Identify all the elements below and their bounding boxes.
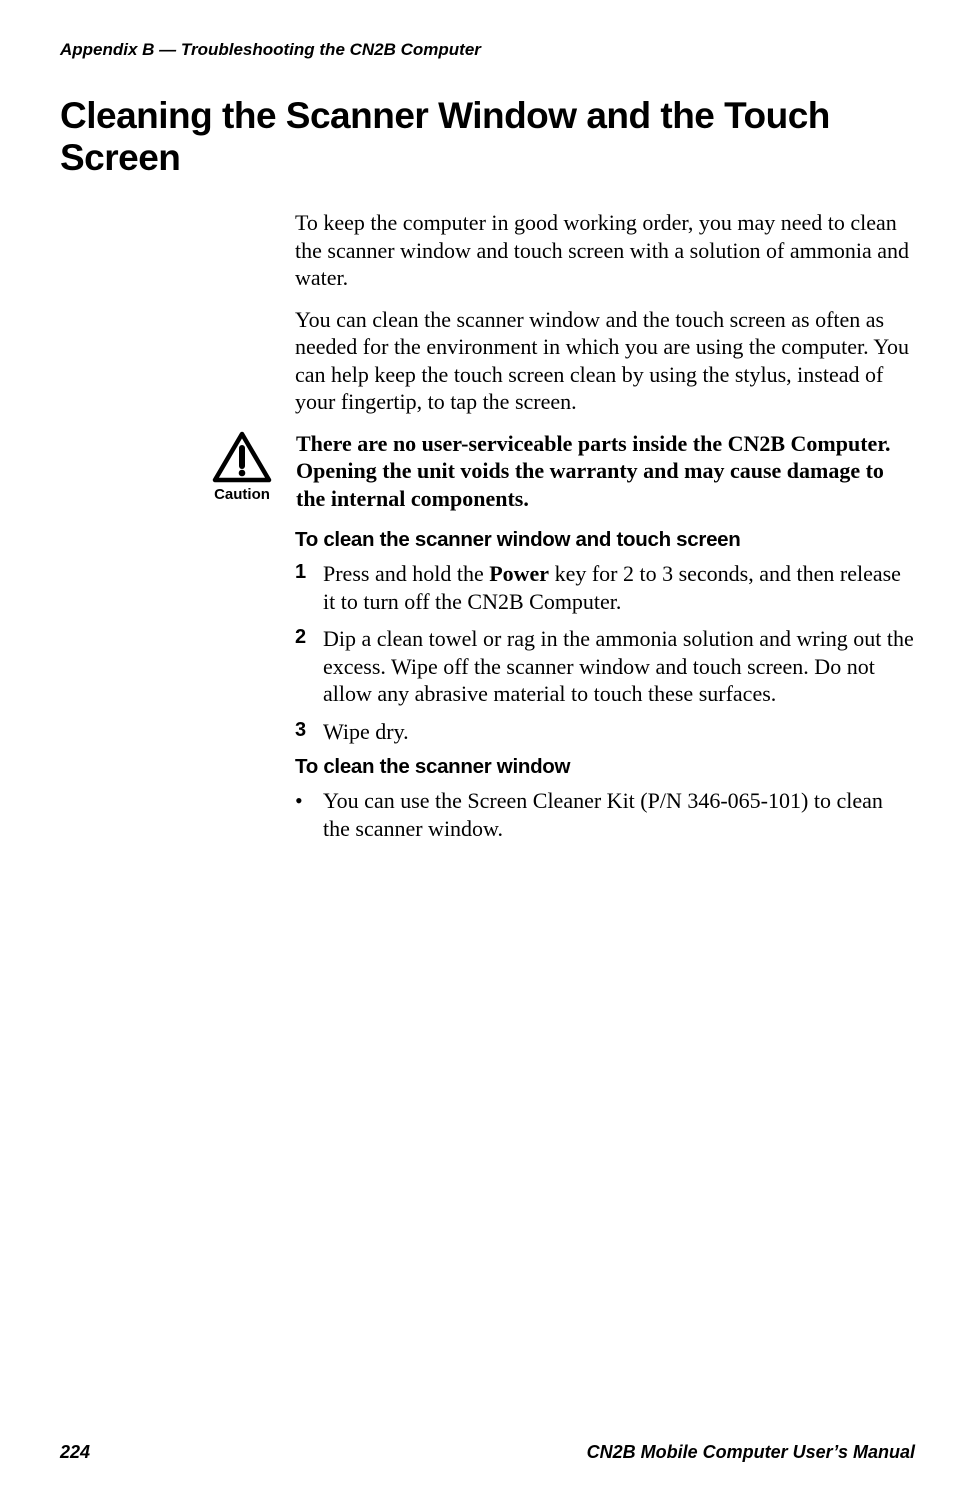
page-footer: 224 CN2B Mobile Computer User’s Manual [60, 1442, 915, 1463]
caution-text: There are no user-serviceable parts insi… [296, 430, 915, 513]
procedure-2-heading: To clean the scanner window [295, 755, 915, 779]
intro-paragraph-2: You can clean the scanner window and the… [295, 306, 915, 416]
step-text: Press and hold the Power key for 2 to 3 … [323, 560, 915, 615]
caution-label: Caution [208, 486, 276, 503]
step-text: Wipe dry. [323, 718, 915, 746]
step-text-pre: Press and hold the [323, 561, 489, 586]
step-number: 1 [295, 560, 323, 615]
step-text-bold: Power [489, 561, 549, 586]
bullet-text: You can use the Screen Cleaner Kit (P/N … [323, 787, 915, 842]
procedure-1-steps: 1 Press and hold the Power key for 2 to … [295, 560, 915, 745]
page: Appendix B — Troubleshooting the CN2B Co… [0, 0, 975, 1503]
step: 2 Dip a clean towel or rag in the ammoni… [295, 625, 915, 708]
running-header: Appendix B — Troubleshooting the CN2B Co… [60, 40, 915, 60]
procedure-1: To clean the scanner window and touch sc… [295, 528, 915, 842]
step-text: Dip a clean towel or rag in the ammonia … [323, 625, 915, 708]
caution-icon [211, 430, 273, 484]
procedure-2-bullets: • You can use the Screen Cleaner Kit (P/… [295, 787, 915, 842]
step-number: 3 [295, 718, 323, 746]
step: 1 Press and hold the Power key for 2 to … [295, 560, 915, 615]
body-block: To keep the computer in good working ord… [295, 209, 915, 416]
manual-title: CN2B Mobile Computer User’s Manual [587, 1442, 915, 1463]
step: 3 Wipe dry. [295, 718, 915, 746]
step-number: 2 [295, 625, 323, 708]
intro-paragraph-1: To keep the computer in good working ord… [295, 209, 915, 292]
procedure-1-heading: To clean the scanner window and touch sc… [295, 528, 915, 552]
section-title: Cleaning the Scanner Window and the Touc… [60, 95, 915, 179]
caution-icon-wrap: Caution [208, 430, 276, 503]
caution-block: Caution There are no user-serviceable pa… [208, 430, 915, 513]
page-number: 224 [60, 1442, 90, 1463]
bullet-marker: • [295, 787, 323, 842]
bullet-item: • You can use the Screen Cleaner Kit (P/… [295, 787, 915, 842]
